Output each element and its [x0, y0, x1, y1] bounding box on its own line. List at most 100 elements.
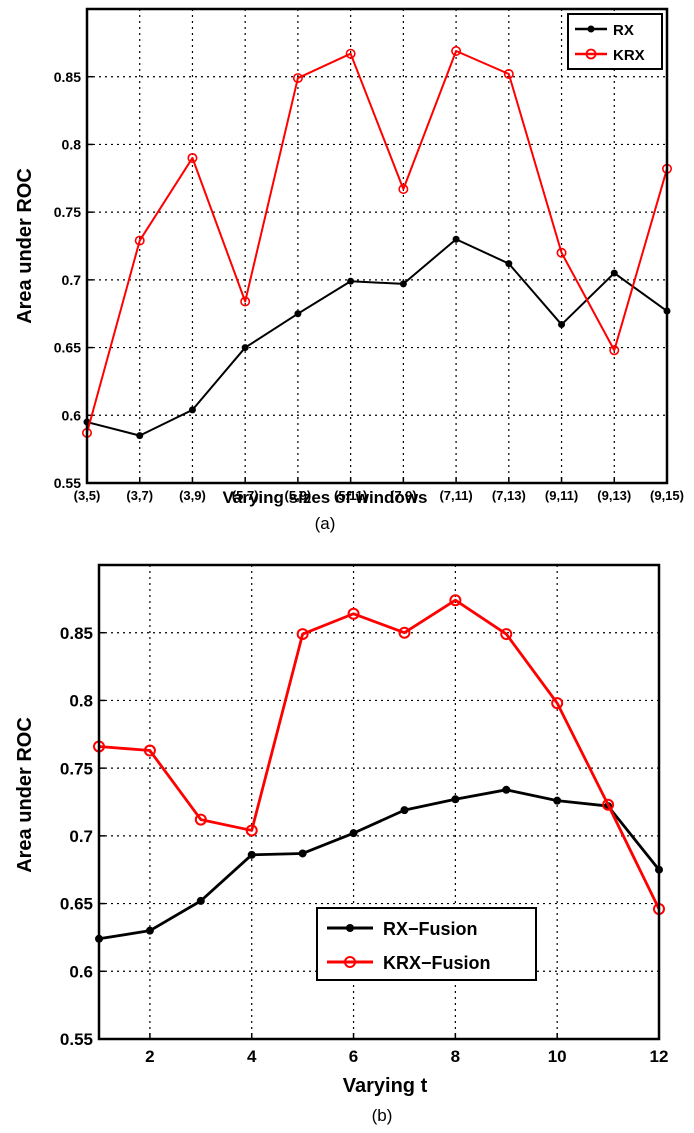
chart-a-frame: [85, 7, 669, 485]
x-tick-label: (9,15): [650, 488, 684, 503]
data-point: [345, 48, 356, 59]
y-tick-label: 0.75: [54, 204, 81, 220]
x-tick-label: (9,13): [597, 488, 631, 503]
chart-b-series: [93, 594, 665, 943]
chart-a-x-ticks: (3,5) (3,7) (3,9) (5,7) (5,9) (5,11) (7.9) (7,1…: [74, 488, 684, 503]
y-tick-label: 0.8: [62, 136, 82, 152]
x-tick-label: 12: [650, 1047, 669, 1066]
data-point: [349, 829, 358, 838]
x-tick-label: 2: [145, 1047, 154, 1066]
series-rx-fusion: [95, 785, 663, 943]
y-tick-label: 0.65: [54, 340, 81, 356]
data-point: [398, 626, 411, 639]
data-point: [602, 798, 615, 811]
x-tick-label: (3,7): [126, 488, 153, 503]
x-tick-label: (7,13): [492, 488, 526, 503]
chart-a-x-axis-label: Varying sizes of windows: [223, 488, 428, 507]
data-point: [556, 247, 567, 258]
y-tick-label: 0.85: [60, 624, 93, 643]
chart-b-frame: [97, 563, 661, 1041]
data-point: [194, 813, 207, 826]
x-tick-label: (3,9): [179, 488, 206, 503]
x-tick-label: (5,9): [285, 488, 312, 503]
data-point: [502, 785, 511, 794]
data-point: [245, 824, 258, 837]
data-point: [503, 69, 514, 80]
series-rx-line: [86, 238, 668, 437]
data-point: [451, 45, 462, 56]
chart-a-legend: RX KRX: [567, 13, 663, 70]
legend-krx-marker: [585, 48, 597, 60]
legend-krx-fusion-marker: [344, 956, 356, 968]
data-point: [610, 269, 618, 277]
y-tick-label: 0.55: [60, 1030, 93, 1049]
y-tick-label: 0.6: [69, 962, 93, 981]
data-point: [551, 697, 564, 710]
chart-a-plot-area: [87, 9, 667, 483]
legend-krx-label: KRX: [613, 47, 645, 64]
data-point: [143, 744, 156, 757]
y-tick-label: 0.6: [62, 407, 82, 423]
data-point: [347, 607, 360, 620]
data-point: [449, 594, 462, 607]
chart-b-x-axis-label: Varying t: [343, 1075, 428, 1097]
x-tick-label: (7,11): [439, 488, 472, 503]
series-rx-fusion-line: [98, 788, 661, 941]
data-point: [609, 345, 620, 356]
x-tick-label: 6: [349, 1047, 358, 1066]
data-point: [187, 152, 198, 163]
legend-rx-marker: [587, 25, 595, 33]
series-krx-fusion-line: [98, 598, 661, 910]
x-tick-label: (5,11): [334, 488, 367, 503]
legend-rx-fusion-marker: [346, 924, 354, 932]
x-tick-label: 8: [451, 1047, 460, 1066]
series-krx-fusion: [93, 594, 665, 915]
chart-a-panel-caption: (a): [315, 514, 336, 533]
y-tick-label: 0.65: [60, 895, 93, 914]
legend-krx-fusion-label: KRX−Fusion: [383, 953, 491, 973]
chart-a-legend-box: [567, 13, 663, 70]
data-point: [247, 850, 256, 859]
data-point: [399, 280, 407, 288]
data-point: [134, 235, 145, 246]
legend-rx-fusion-label: RX−Fusion: [383, 919, 478, 939]
data-point: [398, 184, 409, 195]
chart-b-legend-box: [316, 907, 537, 981]
chart-b-x-ticks: 2 4 6 8 10 12: [145, 1047, 668, 1066]
chart-a-grid: [86, 9, 668, 484]
series-krx-line: [86, 49, 668, 434]
y-tick-label: 0.85: [54, 69, 81, 85]
chart-b-y-axis-label: Area under ROC: [14, 717, 36, 873]
chart-b-panel-caption: (b): [372, 1106, 393, 1125]
chart-b-y-ticks: 0.55 0.6 0.65 0.7 0.75 0.8 0.85: [60, 624, 93, 1049]
y-tick-label: 0.7: [69, 827, 93, 846]
chart-a-y-axis-label: Area under ROC: [14, 168, 36, 324]
x-tick-label: 10: [548, 1047, 567, 1066]
data-point: [553, 796, 562, 805]
data-point: [240, 296, 251, 307]
data-point: [294, 310, 302, 318]
x-tick-label: (3,5): [74, 488, 101, 503]
chart-b-legend: RX−Fusion KRX−Fusion: [316, 907, 537, 981]
x-tick-label: (7.9): [390, 488, 417, 503]
y-tick-label: 0.8: [69, 692, 93, 711]
data-point: [145, 926, 154, 935]
data-point: [292, 73, 303, 84]
data-point: [451, 795, 460, 804]
data-point: [347, 277, 355, 285]
data-point: [241, 344, 249, 352]
chart-b: 0.55 0.6 0.65 0.7 0.75 0.8 0.85 2 4 6 8 10 12 Varyi…: [14, 563, 668, 1125]
y-tick-label: 0.75: [60, 759, 93, 778]
data-point: [296, 628, 309, 641]
chart-a: 0.55 0.6 0.65 0.7 0.75 0.8 0.85 (3,5) (3,7) (3,9…: [14, 7, 684, 533]
x-tick-label: (5,7): [232, 488, 259, 503]
data-point: [505, 260, 513, 268]
chart-a-series: [82, 45, 672, 440]
y-tick-label: 0.7: [62, 272, 82, 288]
y-tick-label: 0.55: [54, 475, 81, 491]
data-point: [298, 849, 307, 858]
data-point: [452, 235, 460, 243]
data-point: [558, 321, 566, 329]
x-tick-label: 4: [247, 1047, 257, 1066]
